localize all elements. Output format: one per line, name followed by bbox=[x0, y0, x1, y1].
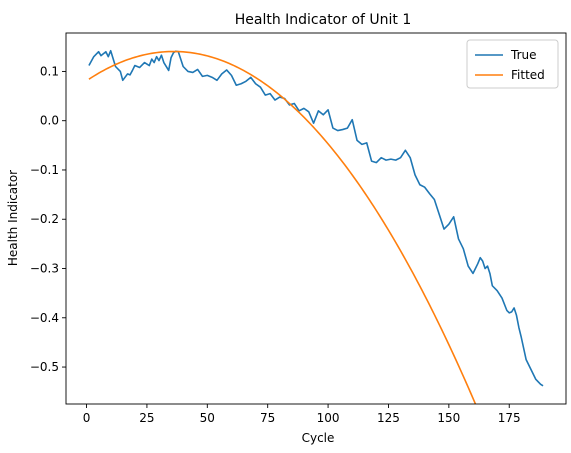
chart-title: Health Indicator of Unit 1 bbox=[235, 12, 412, 28]
plot-frame bbox=[65, 32, 567, 405]
y-tick-label: 0.1 bbox=[40, 64, 59, 78]
y-tick-label: −0.5 bbox=[30, 360, 59, 374]
legend-label-true: True bbox=[510, 48, 537, 62]
legend: True Fitted bbox=[466, 39, 559, 89]
x-tick-label: 175 bbox=[498, 411, 521, 425]
y-tick-label: −0.1 bbox=[30, 163, 59, 177]
legend-label-fitted: Fitted bbox=[511, 68, 545, 82]
y-tick-label: −0.2 bbox=[30, 212, 59, 226]
x-tick-label: 0 bbox=[83, 411, 91, 425]
series-line-fitted bbox=[88, 50, 477, 404]
legend-box bbox=[466, 39, 559, 89]
x-tick-label: 75 bbox=[260, 411, 275, 425]
y-tick-label: 0.0 bbox=[40, 114, 59, 128]
x-tick-label: 125 bbox=[377, 411, 400, 425]
y-axis-label: Health Indicator bbox=[6, 170, 20, 266]
x-tick-label: 50 bbox=[200, 411, 215, 425]
y-tick-label: −0.4 bbox=[30, 311, 59, 325]
x-tick-label: 25 bbox=[139, 411, 154, 425]
x-tick-label: 100 bbox=[317, 411, 340, 425]
y-tick-label: −0.3 bbox=[30, 262, 59, 276]
x-tick-label: 150 bbox=[437, 411, 460, 425]
x-axis-label: Cycle bbox=[302, 431, 335, 445]
series-line-true bbox=[88, 49, 544, 387]
plot-area: 0 25 50 75 100 125 150 175 −0.5 −0.4 −0.3 −0.2 −0.1 0… bbox=[30, 32, 567, 425]
